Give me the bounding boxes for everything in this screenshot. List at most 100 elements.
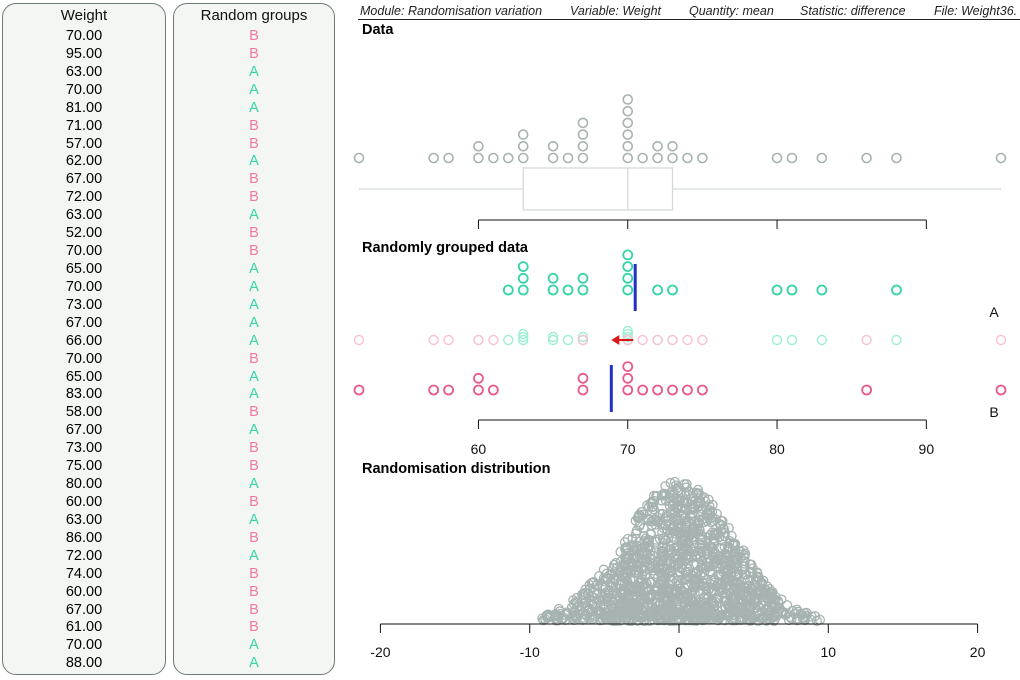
distribution-point — [723, 523, 734, 534]
faded-group-a-point — [622, 331, 633, 343]
faded-group-a-point — [518, 331, 529, 343]
distribution-point — [733, 545, 745, 557]
distribution-point — [631, 525, 642, 536]
distribution-point — [657, 583, 668, 594]
group-b-point — [682, 384, 693, 396]
group-a-point — [517, 284, 529, 296]
group-a-point — [577, 272, 589, 284]
group-a-point — [517, 272, 529, 284]
distribution-point — [595, 612, 606, 623]
weight-value: 60.00 — [65, 583, 103, 600]
group-value: A — [249, 296, 259, 313]
faded-group-b-point — [667, 334, 678, 346]
distribution-point — [619, 572, 631, 583]
distribution-point — [625, 559, 636, 570]
distribution-point — [584, 612, 595, 623]
group-value: A — [249, 260, 259, 277]
weight-value: 65.00 — [65, 260, 103, 277]
group-value: B — [249, 619, 259, 636]
data-point — [428, 152, 439, 164]
group-value: B — [249, 189, 259, 206]
data-point — [577, 141, 589, 152]
grouped-axis-tick-label: 60 — [471, 441, 487, 457]
group-a-point — [652, 284, 663, 296]
faded-group-a-point — [891, 334, 902, 346]
weight-value: 57.00 — [65, 135, 103, 152]
group-b-point — [577, 384, 589, 396]
distribution-point — [745, 583, 756, 594]
distribution-point — [703, 512, 714, 523]
distribution-point — [657, 533, 669, 544]
group-value: B — [249, 404, 259, 421]
group-value: A — [249, 422, 259, 439]
group-value: B — [249, 440, 259, 457]
distribution-point — [683, 490, 694, 501]
weight-value: 67.00 — [65, 601, 103, 618]
faded-group-a-point — [622, 328, 633, 340]
distribution-point — [700, 496, 711, 507]
weight-value: 71.00 — [65, 117, 103, 134]
group-b-point — [861, 384, 873, 396]
distribution-point — [697, 535, 708, 546]
group-value: B — [249, 583, 259, 600]
faded-group-a-point — [562, 334, 574, 346]
distribution-point — [601, 610, 612, 622]
distribution-point — [556, 613, 567, 624]
distribution-point — [701, 588, 712, 600]
group-value: A — [249, 153, 259, 170]
distribution-point — [717, 523, 729, 534]
distribution-point — [662, 510, 673, 521]
weight-column-header: Weight — [60, 7, 108, 24]
data-point — [682, 152, 693, 164]
grouped-axis-tick-label: 70 — [620, 441, 636, 457]
weight-value: 60.00 — [65, 493, 103, 510]
faded-group-b-point — [861, 334, 872, 346]
distribution-point — [686, 503, 697, 514]
grouped-section-title: Randomly grouped data — [362, 240, 528, 256]
group-value: B — [249, 225, 259, 242]
data-point — [622, 141, 634, 152]
distribution-point — [665, 565, 676, 576]
weight-value: 81.00 — [65, 99, 103, 116]
distribution-point — [643, 592, 654, 603]
distribution-point — [591, 580, 602, 591]
group-b-point — [696, 384, 708, 396]
group-a-point — [577, 284, 589, 296]
distribution-point — [618, 559, 629, 570]
group-b-point — [443, 384, 454, 396]
data-point — [816, 152, 828, 164]
distribution-point — [740, 600, 751, 611]
distribution-point — [719, 541, 730, 552]
distribution-point — [687, 615, 698, 626]
distribution-point — [780, 609, 791, 621]
group-value: B — [249, 458, 259, 475]
distribution-point — [733, 569, 744, 580]
data-point — [637, 152, 648, 164]
distribution-point — [751, 607, 762, 618]
group-value: A — [249, 278, 259, 295]
distribution-point — [676, 536, 687, 547]
group-value: B — [249, 529, 259, 546]
distribution-point — [709, 575, 720, 586]
group-a-point — [816, 284, 828, 296]
group-b-point — [577, 372, 589, 384]
distribution-point — [688, 576, 699, 587]
group-value: A — [249, 368, 259, 385]
distribution-point — [673, 486, 684, 497]
weight-value: 72.00 — [65, 189, 103, 206]
distribution-point — [683, 553, 694, 564]
group-value: B — [249, 565, 259, 582]
group-b-point — [428, 384, 440, 396]
data-point — [473, 141, 484, 152]
group-value: A — [249, 547, 259, 564]
distribution-point — [667, 603, 678, 614]
faded-group-a-point — [577, 331, 589, 343]
distribution-point — [792, 613, 803, 624]
distribution-point — [633, 565, 644, 576]
distribution-point — [683, 486, 694, 497]
distribution-point — [727, 615, 738, 626]
distribution-point — [717, 604, 728, 615]
group-value: B — [249, 171, 259, 188]
distribution-point — [724, 575, 735, 586]
